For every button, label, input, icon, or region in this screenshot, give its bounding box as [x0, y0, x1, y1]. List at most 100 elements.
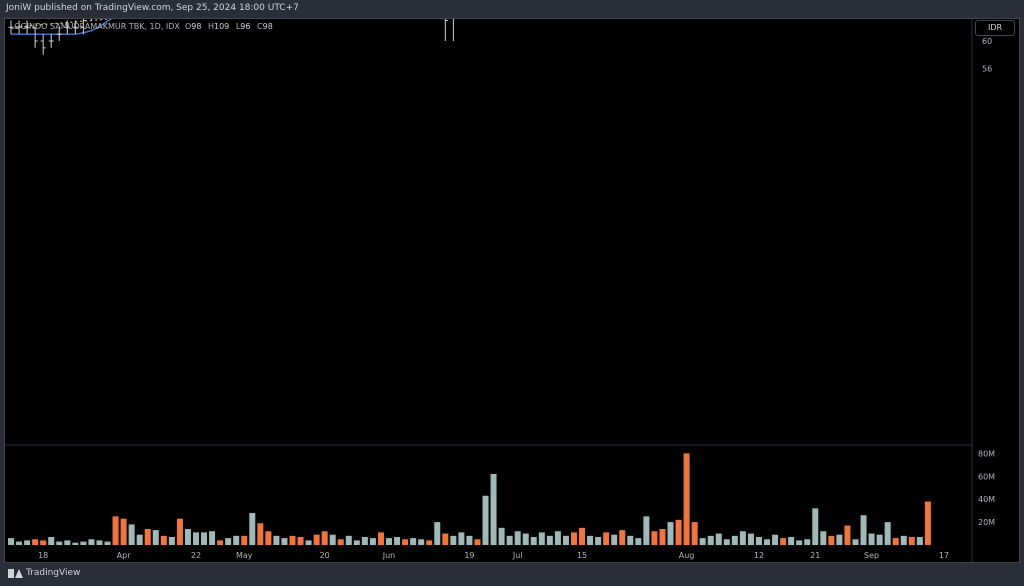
volume-bar	[72, 542, 79, 545]
time-axis-label: 22	[191, 551, 201, 560]
volume-bar	[434, 522, 441, 545]
volume-bar	[281, 538, 288, 545]
volume-bar	[780, 538, 787, 545]
volume-bar	[659, 528, 666, 545]
volume-bar	[168, 536, 175, 545]
volume-bar	[418, 539, 425, 545]
volume-tick-label: 60M	[978, 472, 995, 481]
volume-bar	[908, 536, 915, 545]
volume-bar	[233, 535, 240, 545]
time-axis-label: 18	[38, 551, 48, 560]
tradingview-brand: TradingView	[8, 568, 80, 578]
volume-bar	[715, 533, 722, 545]
volume-bar	[297, 536, 304, 545]
volume-bar	[844, 525, 851, 545]
volume-bar	[828, 535, 835, 545]
ohlc-bar	[452, 19, 454, 41]
volume-bar	[796, 540, 803, 545]
volume-bar	[337, 539, 344, 545]
currency-button[interactable]: IDR	[975, 20, 1015, 36]
volume-bar	[723, 539, 730, 545]
volume-bar	[482, 495, 489, 545]
time-axis-label: 19	[464, 551, 474, 560]
volume-bar	[611, 534, 618, 545]
volume-bar	[643, 516, 650, 545]
symbol-title: LOGINDO SAMUDRAMAKMUR TBK, 1D, IDX	[10, 22, 180, 31]
ohlc-bar	[8, 20, 14, 35]
volume-bar	[313, 534, 320, 545]
volume-bar	[209, 531, 216, 545]
volume-bar	[96, 540, 103, 545]
ohlc-bar	[444, 19, 448, 41]
low-value: 96	[240, 22, 251, 31]
time-axis-label: 15	[577, 551, 587, 560]
volume-bar	[691, 522, 698, 545]
ohlc-bar	[56, 27, 62, 41]
volume-bar	[128, 524, 135, 545]
volume-bar	[32, 539, 39, 545]
price-tick-label: 56	[982, 64, 992, 73]
volume-bar	[587, 535, 594, 545]
volume-bar	[160, 535, 167, 545]
volume-bar	[265, 531, 272, 545]
volume-bar	[192, 532, 199, 545]
volume-bar	[426, 540, 433, 545]
tradingview-logo-icon	[8, 568, 23, 578]
volume-bar	[80, 541, 87, 545]
publish-bar: JoniW published on TradingView.com, Sep …	[0, 0, 1024, 18]
volume-bar	[579, 527, 586, 545]
open-key: O	[184, 22, 192, 31]
time-axis-label: Apr	[117, 551, 132, 560]
volume-bar	[88, 539, 95, 545]
volume-bar	[249, 512, 256, 545]
time-axis-label: May	[236, 551, 253, 560]
volume-bar	[884, 522, 891, 545]
volume-bar	[683, 453, 690, 545]
volume-bar	[369, 538, 376, 545]
ohlc-bar	[72, 20, 78, 35]
volume-bar	[8, 538, 14, 545]
volume-bar	[225, 538, 232, 545]
brand-name: TradingView	[26, 568, 81, 578]
footer-bar: TradingView	[0, 563, 1024, 586]
volume-bar	[788, 536, 795, 545]
volume-bar	[876, 534, 883, 545]
volume-bar	[184, 528, 191, 545]
volume-bar	[595, 536, 602, 545]
volume-bar	[836, 534, 843, 545]
volume-bar	[868, 533, 875, 545]
time-axis-label: 20	[320, 551, 330, 560]
volume-bar	[217, 540, 224, 545]
volume-bar	[498, 527, 505, 545]
volume-tick-label: 80M	[978, 449, 995, 458]
price-chart[interactable]: 112108104100969288848076726864605680M60M…	[5, 19, 1019, 562]
volume-bar	[924, 501, 931, 545]
time-axis-label: Aug	[679, 551, 695, 560]
ohlc-bar	[80, 19, 86, 35]
volume-bar	[667, 522, 674, 545]
time-axis-label: 12	[754, 551, 764, 560]
volume-bar	[273, 535, 280, 545]
volume-bar	[361, 536, 368, 545]
volume-bar	[289, 535, 296, 545]
volume-bar	[24, 540, 31, 545]
time-axis-label: Jun	[382, 551, 396, 560]
high-key: H	[207, 22, 214, 31]
volume-bar	[538, 532, 545, 545]
volume-bar	[820, 531, 827, 545]
time-axis-label: 17	[939, 551, 949, 560]
volume-bar	[619, 530, 626, 545]
time-axis-label: Sep	[864, 551, 879, 560]
volume-bar	[152, 530, 159, 545]
ohlc-bar	[16, 20, 22, 35]
volume-bar	[466, 535, 473, 545]
volume-bar	[635, 538, 642, 545]
volume-bar	[377, 532, 384, 545]
volume-bar	[112, 516, 119, 545]
volume-bars	[8, 453, 931, 545]
volume-bar	[353, 540, 360, 545]
volume-bar	[506, 535, 513, 545]
volume-bar	[386, 538, 393, 545]
time-axis-label: Jul	[512, 551, 523, 560]
volume-bar	[699, 538, 706, 545]
